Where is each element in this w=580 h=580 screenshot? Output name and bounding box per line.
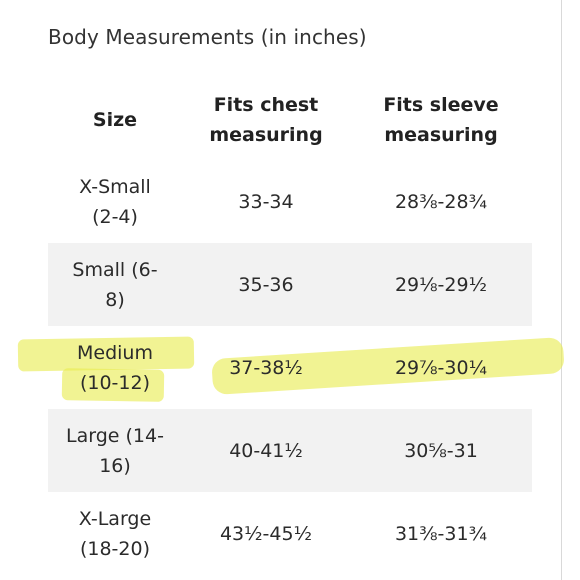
size-line2: 16) [99,454,131,477]
sleeve-cell: 31⅜-31¾ [394,522,488,545]
size-line1: Large (14- [66,424,164,447]
size-cell: Large (14- 16) [48,421,182,481]
size-line1: X-Small [79,175,151,198]
sleeve-cell: 29⅞-30¼ [394,356,488,379]
size-cell: Medium (10-12) [48,338,182,398]
size-line2: (10-12) [79,371,151,394]
table-row-medium: Medium (10-12) 37-38½ 29⅞-30¼ [48,326,532,409]
chest-cell: 37-38½ [229,356,303,379]
header-chest: Fits chest measuring [182,90,350,150]
size-line2: (2-4) [92,205,138,228]
size-line2: 8) [105,288,125,311]
table-header-row: Size Fits chest measuring Fits sleeve me… [48,80,532,160]
sleeve-cell: 30⅝-31 [404,439,478,462]
header-sleeve-line1: Fits sleeve [383,94,499,116]
size-line1: Small (6- [72,258,158,281]
header-sleeve-line2: measuring [384,124,498,146]
table-row-x-large: X-Large (18-20) 43½-45½ 31⅜-31¾ [48,492,532,575]
header-sleeve: Fits sleeve measuring [350,90,532,150]
size-cell: Small (6- 8) [48,255,182,315]
sleeve-cell: 28⅜-28¾ [394,190,488,213]
header-chest-line1: Fits chest [213,94,319,116]
table-row-x-small: X-Small (2-4) 33-34 28⅜-28¾ [48,160,532,243]
header-chest-line2: measuring [209,124,323,146]
chest-cell: 43½-45½ [219,522,313,545]
size-cell: X-Large (18-20) [48,504,182,564]
size-line1: Medium [77,341,153,364]
table-row-large: Large (14- 16) 40-41½ 30⅝-31 [48,409,532,492]
size-chart-table: Size Fits chest measuring Fits sleeve me… [48,80,532,575]
size-cell: X-Small (2-4) [48,172,182,232]
header-size: Size [92,109,138,131]
size-line1: X-Large [78,507,152,530]
chest-cell: 40-41½ [229,439,303,462]
table-caption: Body Measurements (in inches) [48,25,367,49]
table-row-small: Small (6- 8) 35-36 29⅛-29½ [48,243,532,326]
size-line2: (18-20) [79,537,151,560]
right-border-line [561,0,562,580]
chest-cell: 35-36 [238,273,294,296]
sleeve-cell: 29⅛-29½ [394,273,488,296]
chest-cell: 33-34 [238,190,294,213]
